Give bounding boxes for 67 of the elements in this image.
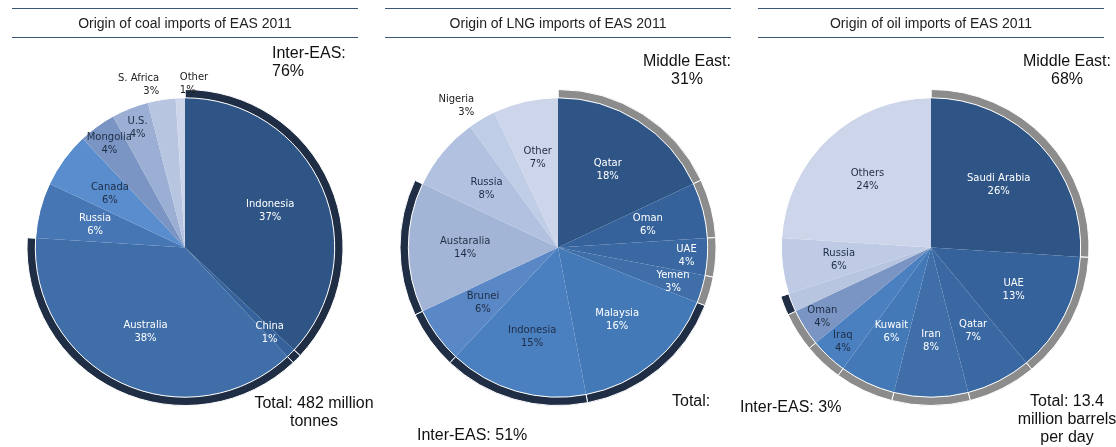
data-label: 7% bbox=[965, 330, 982, 342]
data-label: 3% bbox=[665, 281, 681, 293]
chart-title: Origin of coal imports of EAS 2011 bbox=[12, 8, 358, 38]
data-label: 15% bbox=[520, 337, 544, 349]
data-label: 6% bbox=[474, 302, 491, 314]
text: Total: 13.4 million barrels per day bbox=[1016, 392, 1116, 446]
slice-label: Malaysia bbox=[595, 306, 640, 318]
data-label: 3% bbox=[143, 85, 160, 97]
data-label: 6% bbox=[830, 259, 847, 271]
slice-label: Yemen bbox=[655, 268, 690, 280]
slice-label: Indonesia bbox=[507, 324, 557, 336]
data-label: 16% bbox=[606, 319, 629, 331]
slice-label: Qatar bbox=[593, 156, 623, 168]
slice-label: Russia bbox=[470, 175, 503, 187]
data-label: 8% bbox=[478, 188, 495, 200]
data-label: 4% bbox=[678, 256, 695, 268]
slice-label: Oman bbox=[632, 212, 663, 224]
slice-label: Mongolia bbox=[86, 130, 132, 142]
slice-label: Other bbox=[179, 70, 210, 82]
slice-label: Austaralia bbox=[440, 235, 491, 247]
data-label: 13% bbox=[1002, 290, 1025, 302]
data-label: 6% bbox=[883, 332, 900, 344]
text: Total: bbox=[672, 392, 712, 410]
slice-label: S. Africa bbox=[118, 72, 160, 84]
data-label: 26% bbox=[987, 184, 1010, 196]
data-label: 4% bbox=[834, 341, 851, 353]
slice-label: Indonesia bbox=[245, 198, 295, 210]
chart-title: Origin of oil imports of EAS 2011 bbox=[758, 8, 1104, 38]
data-label: 24% bbox=[856, 180, 879, 192]
data-label: 4% bbox=[101, 143, 118, 155]
data-label: 38% bbox=[134, 332, 157, 344]
text: Inter-EAS: 51% bbox=[417, 426, 529, 444]
slice-label: UAE bbox=[1003, 277, 1024, 289]
text: Inter-EAS: 76% bbox=[272, 44, 347, 80]
chart-title: Origin of LNG imports of EAS 2011 bbox=[385, 8, 731, 38]
slice-label: Iraq bbox=[833, 328, 853, 340]
slice-label: Canada bbox=[90, 180, 129, 192]
slice-label: Nigeria bbox=[438, 93, 475, 105]
slice-label: Brunei bbox=[466, 289, 500, 301]
data-label: 8% bbox=[923, 340, 939, 352]
slice-label: UAE bbox=[676, 243, 697, 255]
slice-label: Qatar bbox=[959, 317, 989, 329]
slice-label: Russia bbox=[79, 212, 112, 224]
text: Middle East: 68% bbox=[1021, 52, 1112, 88]
slice-label: Saudi Arabia bbox=[966, 171, 1031, 183]
text: Inter-EAS: 3% bbox=[740, 398, 843, 416]
data-label: 6% bbox=[639, 225, 656, 237]
text: Total: 482 million tonnes bbox=[254, 394, 374, 430]
slice-label: Russia bbox=[822, 246, 856, 258]
slice-label: Others bbox=[850, 167, 885, 179]
data-label: 1% bbox=[261, 332, 278, 344]
data-label: 7% bbox=[529, 157, 546, 169]
data-label: 14% bbox=[454, 248, 477, 260]
data-label: 37% bbox=[259, 211, 282, 223]
slice-label: Oman bbox=[807, 304, 838, 316]
data-label: 4% bbox=[814, 317, 831, 329]
data-label: 6% bbox=[101, 193, 118, 205]
slice-label: Kuwait bbox=[874, 319, 909, 331]
text: Middle East: 31% bbox=[641, 52, 732, 88]
slice-label: Iran bbox=[921, 327, 941, 339]
slice-label: Other bbox=[523, 144, 553, 156]
data-label: 3% bbox=[458, 106, 475, 118]
data-label: 6% bbox=[87, 225, 104, 237]
slice-label: China bbox=[255, 319, 284, 331]
data-label: 18% bbox=[596, 169, 619, 181]
slice-label: U.S. bbox=[127, 115, 148, 127]
slice-label: Australia bbox=[123, 319, 168, 331]
